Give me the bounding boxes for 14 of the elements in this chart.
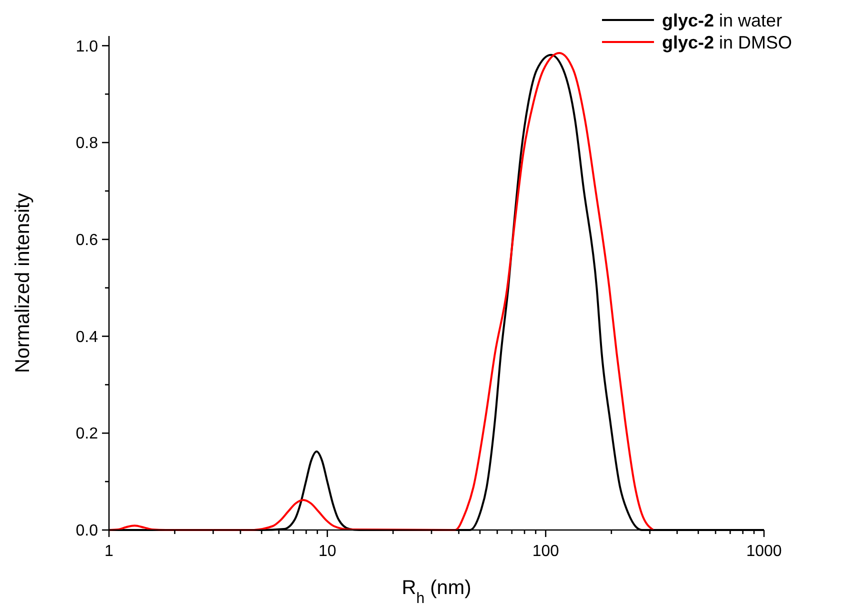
- y-tick-label: 0.6: [76, 232, 98, 250]
- legend-label: glyc-2 in DMSO: [662, 32, 792, 52]
- x-axis-title: R$_{h}$ (nm): [402, 577, 472, 606]
- x-tick-label: 10: [318, 543, 336, 560]
- legend-label: glyc-2 in water: [662, 10, 782, 30]
- y-axis-title: Normalized intensity: [12, 192, 34, 374]
- y-tick-label: 0.4: [76, 328, 98, 346]
- x-tick-label: 1: [104, 543, 114, 560]
- y-tick-label: 0.0: [76, 522, 98, 540]
- y-tick-label: 1.0: [76, 38, 98, 56]
- y-tick-label: 0.2: [76, 426, 98, 443]
- x-tick-label: 1000: [746, 543, 782, 560]
- x-tick-label: 100: [532, 543, 560, 560]
- y-tick-label: 0.8: [76, 135, 98, 152]
